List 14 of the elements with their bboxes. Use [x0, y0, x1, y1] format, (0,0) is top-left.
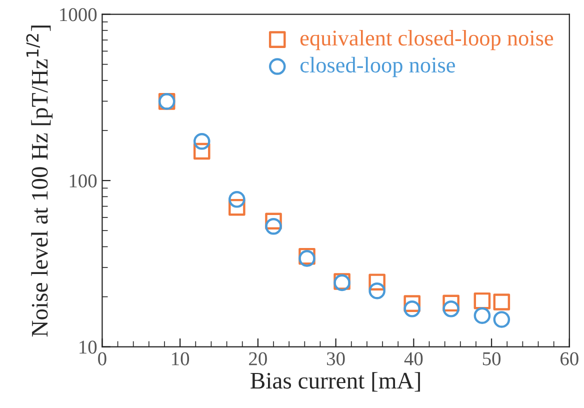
y-tick-label: 100	[70, 174, 97, 188]
x-tick-label: 10	[172, 352, 190, 366]
x-tick-label: 60	[560, 352, 578, 366]
x-tick-label: 30	[327, 352, 345, 366]
x-tick-label: 40	[404, 352, 423, 366]
y-axis-title: Noise level at 100 Hz [pT/Hz$^{1/2}$]	[26, 26, 53, 337]
legend-label: closed-loop noise	[300, 56, 455, 78]
x-tick-label: 0	[98, 352, 106, 366]
x-tick-label: 20	[249, 352, 267, 366]
legend-label: equivalent closed-loop noise	[300, 30, 554, 50]
x-tick-label: 50	[482, 352, 501, 366]
y-tick-label: 10	[80, 340, 97, 354]
x-axis-title: Bias current [mA]	[250, 372, 420, 392]
y-tick-label: 1000	[60, 8, 97, 22]
